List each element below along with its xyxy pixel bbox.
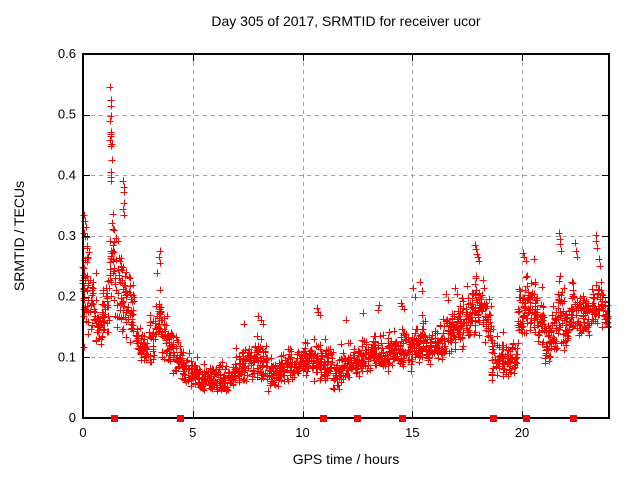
baseline-marker-square — [111, 415, 118, 422]
y-tick-label: 0 — [69, 410, 76, 425]
baseline-marker-square — [523, 415, 530, 422]
y-tick-label: 0.6 — [58, 46, 76, 61]
baseline-marker-square — [354, 415, 361, 422]
y-tick-label: 0.3 — [58, 228, 76, 243]
y-tick-label: 0.2 — [58, 289, 76, 304]
baseline-marker-square — [177, 415, 184, 422]
baseline-marker-square — [490, 415, 497, 422]
x-tick-label: 20 — [515, 425, 529, 440]
x-tick-label: 0 — [79, 425, 86, 440]
baseline-marker-square — [399, 415, 406, 422]
baseline-marker-square — [320, 415, 327, 422]
x-axis-label: GPS time / hours — [292, 451, 400, 467]
x-tick-label: 15 — [405, 425, 419, 440]
chart-title: Day 305 of 2017, SRMTID for receiver uco… — [211, 13, 481, 29]
y-tick-label: 0.1 — [58, 349, 76, 364]
x-tick-label: 10 — [295, 425, 309, 440]
baseline-marker-square — [570, 415, 577, 422]
y-tick-label: 0.5 — [58, 107, 76, 122]
y-tick-label: 0.4 — [58, 167, 76, 182]
x-tick-label: 5 — [189, 425, 196, 440]
scatter-points — [79, 83, 612, 395]
